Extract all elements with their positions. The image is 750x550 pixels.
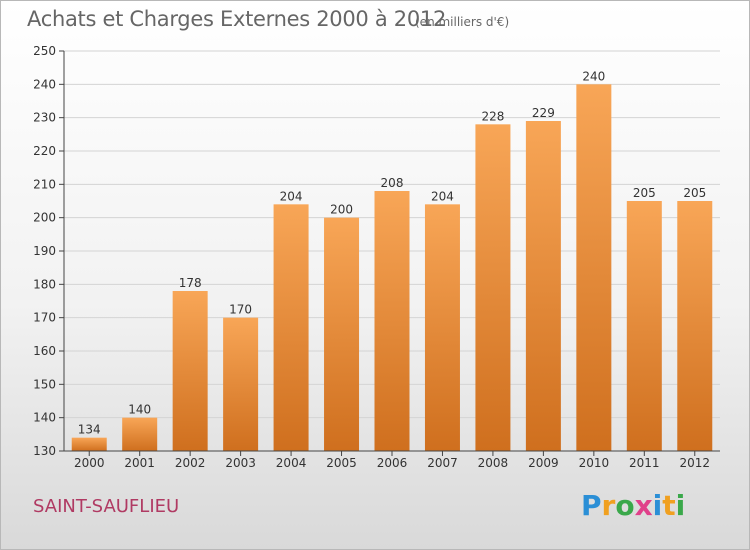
bar (626, 201, 662, 451)
chart-subtitle: (en milliers d'€) (415, 15, 510, 29)
logo-letter: P (581, 489, 602, 522)
logo-letter: o (615, 489, 635, 522)
bar-value-label: 140 (128, 403, 151, 417)
y-tick-label: 240 (33, 77, 56, 91)
bar-value-label: 240 (582, 69, 605, 83)
logo-letter: t (662, 489, 676, 522)
logo-letter: i (675, 489, 686, 522)
bar (172, 291, 208, 451)
bar (424, 204, 460, 451)
y-tick-label: 150 (33, 377, 56, 391)
y-tick-label: 140 (33, 411, 56, 425)
x-tick-label: 2002 (175, 456, 206, 470)
x-tick-label: 2003 (225, 456, 256, 470)
labels: 130 140 150 160 170 180 190 200 210 220 230 240 250 1… (33, 44, 710, 470)
y-tick-label: 230 (33, 111, 56, 125)
bar-value-label: 170 (229, 303, 252, 317)
bar (223, 317, 259, 451)
logo-letter: i (652, 489, 663, 522)
bar-value-label: 228 (481, 109, 504, 123)
y-tick-label: 180 (33, 277, 56, 291)
bar-value-label: 178 (179, 276, 202, 290)
bar-value-label: 205 (683, 186, 706, 200)
bar (525, 121, 561, 451)
x-tick-label: 2000 (74, 456, 105, 470)
chart-title: Achats et Charges Externes 2000 à 2012 (27, 7, 447, 31)
x-tick-label: 2009 (528, 456, 559, 470)
x-tick-label: 2004 (276, 456, 307, 470)
bar (374, 191, 410, 451)
bar (475, 124, 511, 451)
x-tick-label: 2007 (427, 456, 458, 470)
x-tick-label: 2010 (579, 456, 610, 470)
bar (324, 217, 360, 451)
bar-value-label: 200 (330, 203, 353, 217)
y-tick-label: 160 (33, 344, 56, 358)
y-tick-label: 200 (33, 211, 56, 225)
bar-value-label: 204 (431, 189, 454, 203)
commune-name: SAINT-SAUFLIEU (33, 496, 180, 517)
proxiti-logo: Proxiti (581, 489, 685, 522)
x-tick-label: 2012 (679, 456, 710, 470)
bar-value-label: 134 (78, 423, 101, 437)
y-tick-label: 210 (33, 177, 56, 191)
bar-value-label: 229 (532, 106, 555, 120)
bar-value-label: 204 (280, 189, 303, 203)
x-tick-label: 2006 (377, 456, 408, 470)
logo-letter: r (601, 489, 616, 522)
bar-value-label: 208 (381, 176, 404, 190)
axes (59, 50, 720, 456)
x-tick-label: 2008 (478, 456, 509, 470)
x-tick-label: 2011 (629, 456, 660, 470)
x-tick-label: 2001 (124, 456, 155, 470)
y-tick-label: 170 (33, 311, 56, 325)
bar (273, 204, 309, 451)
bar (122, 417, 158, 451)
bar (677, 201, 713, 451)
bar (71, 437, 107, 451)
bar (576, 84, 612, 451)
bars (71, 84, 713, 451)
y-tick-label: 130 (33, 444, 56, 458)
y-tick-label: 250 (33, 44, 56, 58)
logo-letter: x (634, 489, 653, 522)
y-tick-label: 190 (33, 244, 56, 258)
bar-value-label: 205 (633, 186, 656, 200)
x-tick-label: 2005 (326, 456, 357, 470)
y-tick-label: 220 (33, 144, 56, 158)
